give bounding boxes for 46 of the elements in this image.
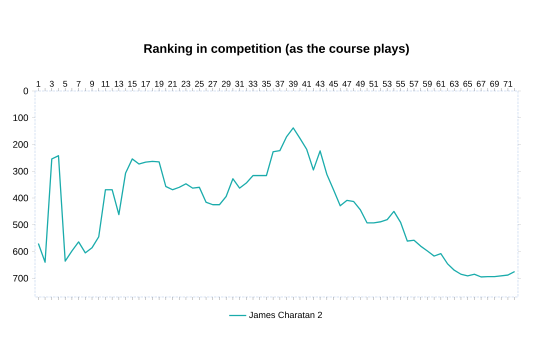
y-tick-label: 600	[13, 248, 28, 255]
x-tick-label: 21	[168, 80, 177, 87]
x-tick-label: 57	[410, 80, 418, 87]
x-tick-label: 25	[195, 80, 204, 87]
x-tick-label: 67	[476, 80, 486, 87]
x-tick-label: 49	[356, 80, 365, 87]
y-tick-label: 0	[24, 88, 28, 94]
y-tick-label: 100	[13, 114, 28, 122]
x-tick-label: 65	[463, 80, 472, 87]
x-tick-label: 45	[328, 80, 338, 87]
x-tick-label: 59	[423, 80, 432, 87]
x-tick-label: 7	[76, 80, 81, 87]
x-tick-label: 23	[182, 80, 190, 87]
x-tick-label: 69	[490, 80, 499, 87]
legend-label: James Charatan 2	[249, 311, 322, 318]
x-tick-label: 33	[248, 80, 258, 87]
x-tick-label: 9	[90, 80, 94, 87]
x-tick-label: 17	[142, 80, 150, 87]
x-tick-label: 1	[36, 80, 40, 87]
x-tick-label: 39	[288, 80, 298, 87]
x-tick-label: 5	[63, 80, 68, 87]
y-tick-label: 300	[12, 168, 28, 175]
x-tick-label: 37	[275, 80, 284, 87]
x-tick-label: 51	[369, 80, 378, 87]
x-tick-label: 47	[342, 80, 352, 87]
chart-title: Ranking in competition (as the course plays)	[144, 44, 409, 56]
x-tick-label: 53	[382, 80, 392, 87]
x-tick-label: 55	[396, 80, 405, 87]
x-tick-label: 11	[102, 80, 110, 87]
y-tick-label: 700	[13, 274, 28, 282]
x-tick-label: 43	[316, 80, 324, 87]
x-tick-label: 13	[114, 80, 124, 87]
x-tick-label: 3	[50, 80, 54, 87]
x-tick-label: 27	[208, 80, 218, 87]
y-tick-label: 500	[13, 221, 28, 228]
y-tick-label: 200	[13, 141, 28, 148]
x-tick-label: 41	[302, 80, 311, 87]
x-tick-label: 19	[155, 80, 164, 87]
x-tick-label: 15	[128, 80, 137, 87]
y-tick-label: 400	[12, 194, 28, 202]
x-tick-label: 35	[262, 80, 271, 87]
x-tick-label: 29	[222, 80, 231, 87]
x-tick-label: 71	[504, 80, 512, 87]
x-tick-label: 31	[235, 80, 244, 87]
x-tick-label: 61	[436, 80, 446, 87]
x-tick-label: 63	[450, 80, 459, 87]
